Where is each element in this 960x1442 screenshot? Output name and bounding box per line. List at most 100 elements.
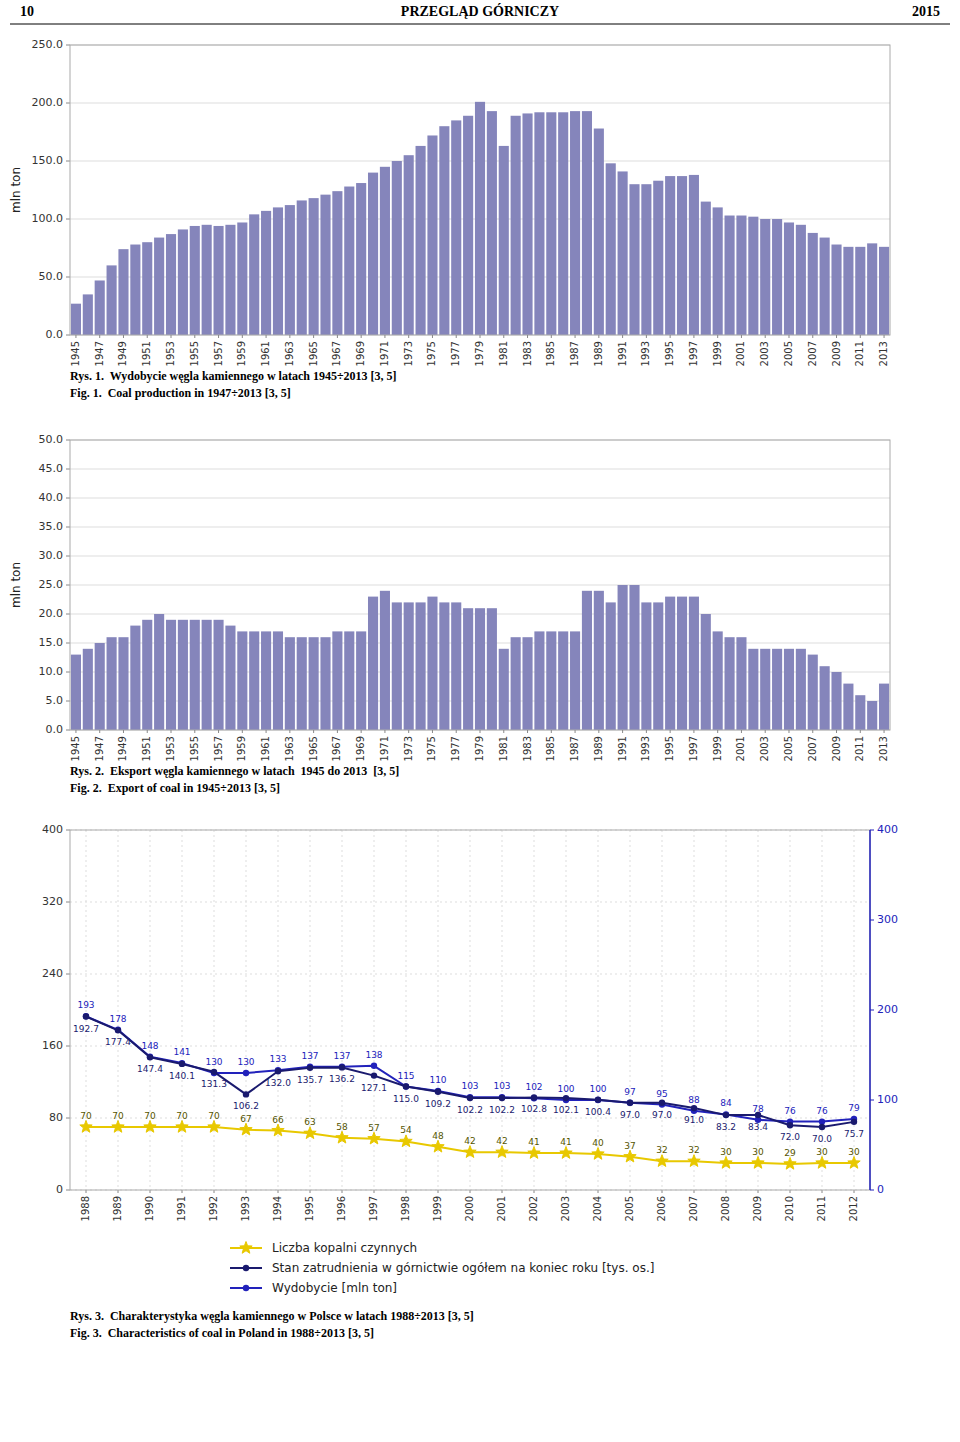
tick <box>242 730 243 733</box>
tick-label: 0 <box>56 1183 63 1196</box>
marker <box>720 1157 732 1169</box>
bar <box>629 585 639 730</box>
tick <box>622 335 623 338</box>
series-line <box>86 1017 854 1127</box>
tick <box>66 701 70 702</box>
bar <box>344 631 354 730</box>
tick-label: 2005 <box>783 736 794 761</box>
grid-line <box>566 830 567 1190</box>
tick <box>66 219 70 220</box>
tick <box>622 730 623 733</box>
marker <box>80 1121 92 1133</box>
tick <box>384 335 385 338</box>
data-label: 83.2 <box>716 1122 736 1132</box>
tick-label: 1967 <box>331 341 342 366</box>
tick-label: 10.0 <box>39 665 64 678</box>
bar <box>558 112 568 335</box>
bar <box>772 649 782 730</box>
marker <box>339 1064 345 1070</box>
tick <box>693 730 694 733</box>
data-label: 79 <box>848 1103 860 1113</box>
grid-line <box>278 830 279 1190</box>
tick-label: 20.0 <box>39 607 64 620</box>
bar <box>570 111 580 335</box>
tick-label: 1983 <box>522 341 533 366</box>
bar <box>736 637 746 730</box>
marker <box>624 1150 636 1162</box>
bar <box>249 631 259 730</box>
tick <box>266 730 267 733</box>
tick-label: 15.0 <box>39 636 64 649</box>
bar <box>879 684 889 730</box>
tick-label: 35.0 <box>39 520 64 533</box>
tick-label: 2001 <box>735 341 746 366</box>
tick-label: 0.0 <box>46 723 64 736</box>
marker <box>787 1122 793 1128</box>
bar <box>594 129 604 335</box>
data-label: 193 <box>77 1000 94 1010</box>
bar <box>606 602 616 730</box>
marker <box>403 1083 409 1089</box>
tick-label: 1997 <box>688 341 699 366</box>
tick-label: 2005 <box>624 1196 635 1221</box>
bar <box>309 198 319 335</box>
tick-label: 2007 <box>807 341 818 366</box>
marker <box>784 1157 796 1169</box>
marker <box>819 1124 825 1130</box>
data-label: 30 <box>752 1147 764 1157</box>
grid-line <box>630 830 631 1190</box>
bar <box>641 184 651 335</box>
bar <box>71 655 81 730</box>
bar <box>475 102 485 335</box>
plot-frame <box>70 45 890 335</box>
tick-label: 1999 <box>712 736 723 761</box>
data-label: 177.4 <box>105 1037 131 1047</box>
header-text: 2015 <box>912 4 940 19</box>
data-label: 192.7 <box>73 1024 99 1034</box>
tick-label: 1977 <box>450 736 461 761</box>
tick-label: 1987 <box>569 736 580 761</box>
tick-label: 1995 <box>304 1196 315 1221</box>
tick <box>788 730 789 733</box>
marker <box>272 1124 284 1136</box>
tick-label: 1969 <box>355 736 366 761</box>
tick-label: 1949 <box>117 736 128 761</box>
bar <box>701 614 711 730</box>
marker <box>115 1027 121 1033</box>
bar <box>178 620 188 730</box>
tick <box>870 920 874 921</box>
legend-item: Wydobycie [mln ton] <box>230 1281 397 1295</box>
grid-line <box>118 830 119 1190</box>
tick-label: 1979 <box>474 736 485 761</box>
data-label: 132.0 <box>265 1078 291 1088</box>
data-label: 137 <box>301 1051 318 1061</box>
tick-label: 1987 <box>569 341 580 366</box>
tick-label: 1994 <box>272 1196 283 1221</box>
bar <box>83 294 93 335</box>
bar <box>534 631 544 730</box>
tick <box>836 730 837 733</box>
marker <box>560 1147 572 1159</box>
tick <box>242 335 243 338</box>
bar <box>796 225 806 335</box>
marker <box>659 1100 665 1106</box>
grid-line <box>70 527 890 528</box>
tick-label: 1992 <box>208 1196 219 1221</box>
tick <box>66 556 70 557</box>
data-label: 133 <box>269 1054 286 1064</box>
tick <box>527 730 528 733</box>
tick <box>147 730 148 733</box>
bar <box>867 701 877 730</box>
tick <box>289 730 290 733</box>
marker <box>339 1064 345 1070</box>
bar <box>297 637 307 730</box>
data-label: 30 <box>848 1147 860 1157</box>
axis-label: mln ton <box>9 562 23 608</box>
tick-label: 30.0 <box>39 549 64 562</box>
tick-label: 1955 <box>189 736 200 761</box>
tick-label: 1997 <box>368 1196 379 1221</box>
data-label: 70 <box>176 1111 188 1121</box>
data-label: 57 <box>368 1123 379 1133</box>
marker <box>499 1094 505 1100</box>
tick <box>99 335 100 338</box>
